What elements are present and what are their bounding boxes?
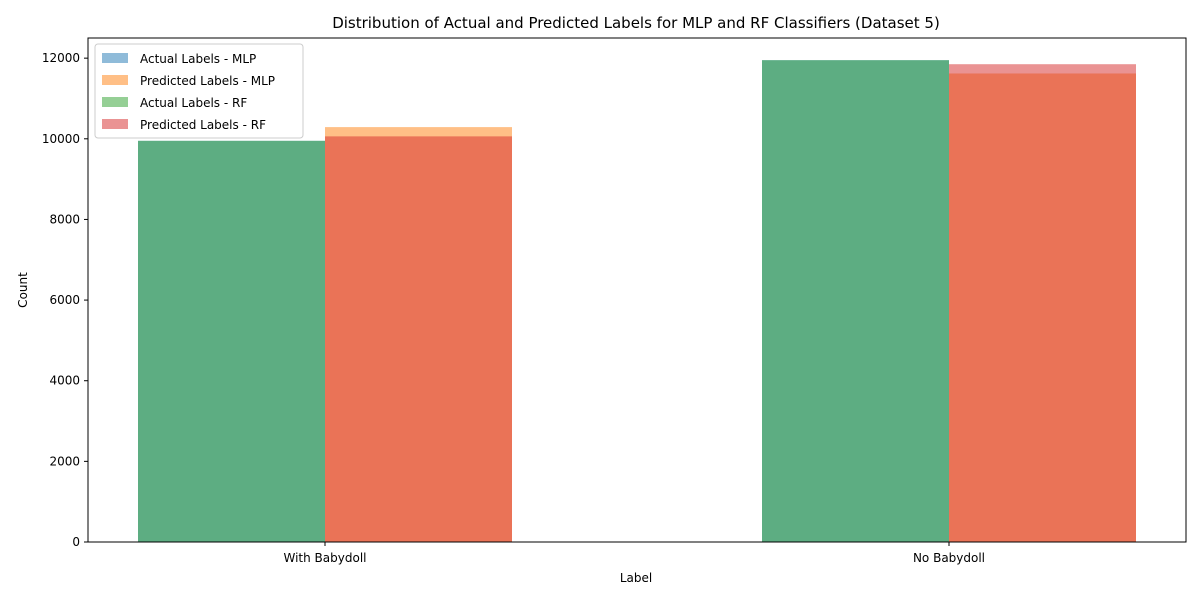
bar-3-2: [762, 60, 949, 543]
x-axis-label: Label: [620, 571, 652, 585]
x-tick-label: With Babydoll: [284, 551, 367, 565]
y-tick-label: 8000: [49, 212, 80, 226]
x-tick-label: No Babydoll: [913, 551, 985, 565]
legend-label-1: Actual Labels - MLP: [140, 52, 256, 66]
x-axis: With Babydoll No Babydoll: [284, 542, 985, 565]
y-tick-label: 4000: [49, 374, 80, 388]
legend-swatch-2: [102, 75, 128, 85]
y-tick-label: 10000: [42, 132, 80, 146]
legend-swatch-1: [102, 53, 128, 63]
legend-box: [94, 43, 304, 139]
y-tick-label: 0: [72, 535, 80, 549]
y-tick-label: 12000: [42, 51, 80, 65]
y-axis: 0 2000 4000 6000 8000 10000 12000: [42, 51, 88, 549]
chart-title: Distribution of Actual and Predicted Lab…: [332, 14, 940, 32]
bar-4-2: [949, 64, 1136, 542]
plot-frame: [87, 37, 1187, 543]
y-axis-label: Count: [16, 272, 30, 308]
legend-swatch-3: [102, 97, 128, 107]
y-tick-label: 6000: [49, 293, 80, 307]
legend: Actual Labels - MLP Predicted Labels - ML…: [94, 43, 304, 139]
legend-swatch-4: [102, 119, 128, 129]
legend-label-4: Predicted Labels - RF: [140, 118, 266, 132]
bar-4-1: [325, 136, 512, 542]
y-tick-label: 2000: [49, 454, 80, 468]
legend-label-3: Actual Labels - RF: [140, 96, 247, 110]
bars-group: [138, 60, 1136, 543]
bar-3-1: [138, 140, 325, 543]
legend-label-2: Predicted Labels - MLP: [140, 74, 275, 88]
